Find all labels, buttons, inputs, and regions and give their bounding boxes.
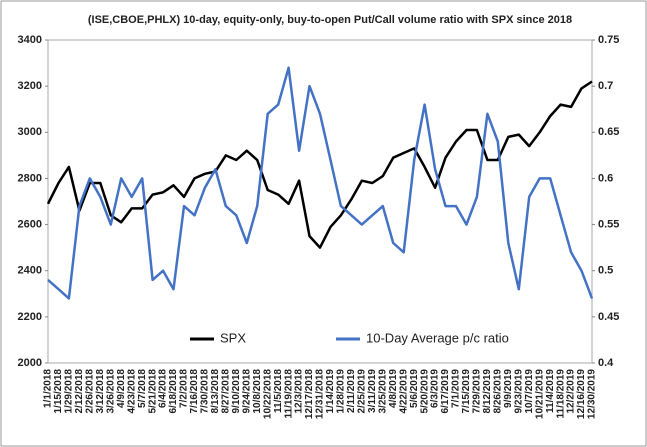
x-tick-label: 6/3/2019 — [430, 369, 441, 408]
chart-title: (ISE,CBOE,PHLX) 10-day, equity-only, buy… — [88, 14, 572, 26]
x-tick-label: 3/12/2018 — [95, 369, 106, 414]
x-tick-label: 2/26/2018 — [84, 369, 95, 414]
x-tick-label: 1/28/2019 — [336, 369, 347, 414]
x-tick-label: 5/6/2019 — [409, 369, 420, 408]
series-line — [47, 66, 594, 300]
x-tick-label: 7/16/2018 — [189, 369, 200, 414]
x-tick-label: 9/24/2018 — [241, 369, 252, 414]
x-tick-label: 2/11/2019 — [346, 369, 357, 413]
x-tick-label: 8/26/2019 — [492, 369, 503, 414]
x-tick-label: 3/11/2019 — [367, 369, 378, 413]
x-tick-label: 4/9/2018 — [116, 369, 127, 408]
y2-tick-label: 0.4 — [598, 357, 614, 369]
x-tick-label: 12/30/2019 — [587, 369, 598, 419]
x-tick-label: 5/20/2019 — [419, 369, 430, 414]
y-tick-label: 2600 — [18, 218, 42, 230]
x-tick-label: 1/15/2018 — [53, 369, 64, 414]
x-tick-label: 10/21/2019 — [534, 369, 545, 419]
y-tick-label: 2000 — [18, 357, 42, 369]
x-tick-label: 12/17/2018 — [304, 369, 315, 419]
y-tick-label: 3200 — [18, 80, 42, 92]
y2-tick-label: 0.5 — [598, 265, 613, 277]
x-tick-label: 7/1/2019 — [451, 369, 462, 408]
y2-tick-label: 0.45 — [598, 311, 619, 323]
x-tick-label: 9/23/2019 — [513, 369, 524, 414]
x-tick-label: 12/3/2018 — [294, 369, 305, 414]
x-tick-label: 11/5/2018 — [273, 369, 284, 413]
y2-tick-label: 0.55 — [598, 218, 619, 230]
x-tick-label: 2/12/2018 — [74, 369, 85, 414]
x-tick-label: 9/10/2018 — [231, 369, 242, 414]
x-tick-label: 6/17/2019 — [440, 369, 451, 414]
y2-tick-label: 0.7 — [598, 80, 613, 92]
y-tick-label: 3400 — [18, 34, 42, 46]
x-tick-label: 7/2/2018 — [179, 369, 190, 408]
x-tick-label: 12/31/2018 — [315, 369, 326, 419]
x-tick-label: 4/23/2018 — [126, 369, 137, 414]
x-tick-label: 11/4/2019 — [545, 369, 556, 413]
x-tick-label: 5/7/2018 — [137, 369, 148, 408]
x-tick-label: 10/22/2018 — [262, 369, 273, 419]
x-tick-label: 7/29/2019 — [472, 369, 483, 414]
series-line — [46, 80, 593, 249]
y-tick-label: 3000 — [18, 126, 42, 138]
x-tick-label: 4/22/2019 — [398, 369, 409, 414]
x-tick-label: 8/27/2018 — [220, 369, 231, 414]
x-tick-label: 6/4/2018 — [158, 369, 169, 408]
x-tick-label: 5/21/2018 — [147, 369, 158, 414]
x-tick-label: 12/2/2019 — [566, 369, 577, 414]
x-tick-label: 12/16/2019 — [576, 369, 587, 419]
y-tick-label: 2200 — [18, 311, 42, 323]
x-tick-label: 1/29/2018 — [64, 369, 75, 414]
legend-label: 10-Day Average p/c ratio — [366, 330, 509, 345]
y-tick-label: 2400 — [18, 265, 42, 277]
x-tick-label: 8/13/2018 — [210, 369, 221, 414]
x-tick-label: 6/18/2018 — [168, 369, 179, 414]
x-tick-label: 9/9/2019 — [503, 369, 514, 408]
y2-tick-label: 0.75 — [598, 34, 619, 46]
x-tick-label: 3/26/2018 — [105, 369, 116, 414]
x-tick-label: 1/14/2019 — [325, 369, 336, 414]
x-tick-label: 10/8/2018 — [252, 369, 263, 414]
y-tick-label: 2800 — [18, 172, 42, 184]
x-tick-label: 3/25/2019 — [377, 369, 388, 414]
legend-label: SPX — [220, 330, 246, 345]
x-tick-label: 10/7/2019 — [524, 369, 535, 414]
x-tick-label: 7/15/2019 — [461, 369, 472, 414]
x-tick-label: 4/8/2019 — [388, 369, 399, 408]
y2-tick-label: 0.6 — [598, 172, 613, 184]
x-tick-label: 11/18/2019 — [555, 369, 566, 419]
x-tick-label: 11/19/2018 — [283, 369, 294, 419]
y2-tick-label: 0.65 — [598, 126, 619, 138]
x-tick-label: 1/1/2018 — [43, 369, 54, 408]
x-tick-label: 7/30/2018 — [200, 369, 211, 414]
x-tick-label: 8/12/2019 — [482, 369, 493, 414]
x-tick-label: 2/25/2019 — [356, 369, 367, 414]
